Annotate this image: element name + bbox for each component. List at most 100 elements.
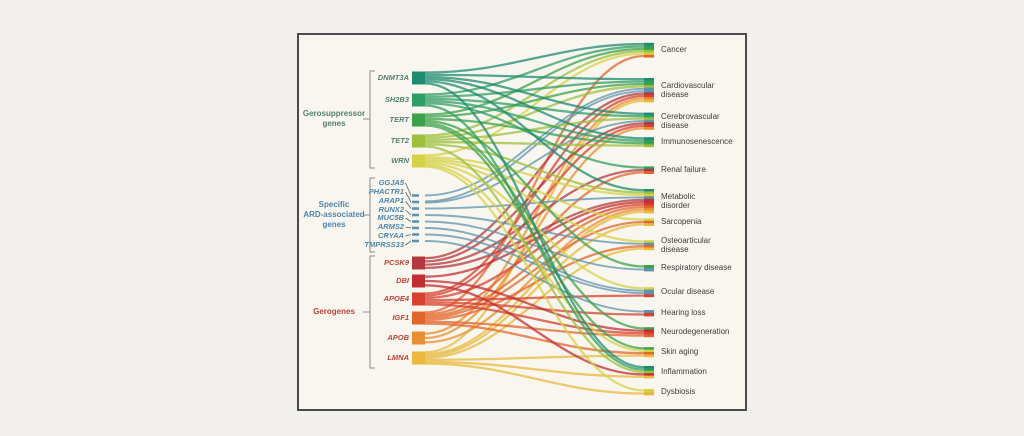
disease-node-segment-cerebrovascular bbox=[644, 112, 654, 116]
disease-node-segment-metabolic bbox=[644, 208, 654, 211]
group-bracket-gerogenes bbox=[369, 255, 375, 369]
disease-node-segment-neurodegeneration bbox=[644, 327, 654, 330]
disease-node-segment-ocular bbox=[644, 294, 654, 298]
disease-node-segment-cancer bbox=[644, 50, 654, 53]
link-apoe4-ocular bbox=[424, 294, 645, 302]
link-tet2-metabolic bbox=[424, 143, 645, 194]
disease-node-segment-ocular bbox=[644, 287, 654, 290]
gene-label-lmna: LMNA bbox=[387, 353, 409, 362]
link-dbi-inflammation bbox=[424, 284, 645, 376]
disease-node-segment-cerebrovascular bbox=[644, 117, 654, 121]
link-dnmt3a-immunosenescence bbox=[424, 77, 645, 140]
link-tmprss33-hearing-loss bbox=[424, 240, 645, 313]
disease-node-segment-renal-failure bbox=[644, 168, 654, 172]
disease-node-segment-metabolic bbox=[644, 189, 654, 192]
disease-node-segment-sarcopenia bbox=[644, 223, 654, 226]
link-pcsk9-renal-failure bbox=[424, 168, 645, 266]
link-apoe4-neurodegeneration bbox=[424, 303, 645, 335]
disease-node-segment-cardiovascular bbox=[644, 87, 654, 91]
gene-label-sh2b3: SH2B3 bbox=[384, 95, 409, 104]
disease-node-segment-metabolic bbox=[644, 203, 654, 207]
link-igf1-skin-aging bbox=[424, 322, 645, 355]
disease-node-segment-osteoarticular bbox=[644, 240, 654, 243]
disease-label-skin-aging: Skin aging bbox=[661, 347, 699, 357]
gene-node-tert bbox=[412, 113, 425, 127]
gene-node-apoe4 bbox=[412, 292, 425, 306]
gene-node-dbi bbox=[412, 274, 425, 288]
gene-node-arms2 bbox=[412, 226, 419, 230]
link-sh2b3-inflammation bbox=[424, 104, 645, 371]
disease-node-segment-renal-failure bbox=[644, 166, 654, 170]
link-cryaa-ocular bbox=[424, 233, 645, 295]
gene-label-muc5b: MUC5B bbox=[377, 213, 404, 222]
disease-node-segment-cardiovascular bbox=[644, 82, 654, 86]
disease-node-segment-immunosenescence bbox=[644, 144, 654, 148]
figure-frame: DNMT3A SH2B3 TERT TET2 WRN GGJA5 PHACTR1 ARAP1 R… bbox=[297, 33, 747, 411]
disease-node-segment-cerebrovascular bbox=[644, 127, 654, 130]
gene-label-dnmt3a: DNMT3A bbox=[377, 73, 409, 82]
link-wrn-sarcopenia bbox=[424, 157, 645, 221]
disease-label-cancer: Cancer bbox=[661, 45, 687, 55]
link-dnmt3a-cardiovascular bbox=[424, 73, 645, 81]
disease-node-segment-cardiovascular bbox=[644, 99, 654, 103]
link-wrn-metabolic bbox=[424, 156, 645, 197]
disease-node-segment-skin-aging bbox=[644, 349, 654, 353]
link-tet2-cerebrovascular bbox=[424, 117, 645, 142]
disease-node-segment-skin-aging bbox=[644, 347, 654, 350]
link-dnmt3a-cancer bbox=[424, 42, 645, 74]
gene-node-pcsk9 bbox=[412, 256, 425, 270]
link-ggja5-cardiovascular bbox=[424, 87, 645, 197]
link-phactr1-cerebrovascular bbox=[424, 120, 645, 204]
link-phactr1-cardiovascular bbox=[424, 90, 645, 203]
links-layer bbox=[424, 42, 645, 395]
disease-node-segment-dysbiosis bbox=[644, 392, 654, 396]
link-lmna-inflammation bbox=[424, 360, 645, 378]
gene-label-tmprss33: TMPRSS33 bbox=[364, 240, 404, 249]
link-apoe4-cerebrovascular bbox=[424, 124, 645, 297]
gene-node-arap1 bbox=[412, 207, 419, 210]
link-arap1-metabolic bbox=[424, 196, 645, 210]
link-wrn-dysbiosis bbox=[424, 165, 645, 392]
link-dnmt3a-inflammation bbox=[424, 82, 645, 369]
gene-node-wrn bbox=[412, 154, 425, 168]
disease-node-segment-cancer bbox=[644, 42, 654, 46]
disease-node-segment-ocular bbox=[644, 289, 654, 293]
link-tert-respiratory bbox=[424, 119, 645, 268]
link-sh2b3-immunosenescence bbox=[424, 99, 645, 142]
disease-node-segment-cardiovascular bbox=[644, 78, 654, 81]
disease-node-segment-metabolic bbox=[644, 198, 654, 202]
pointer-line-runx2 bbox=[405, 209, 412, 216]
disease-node-segment-cancer bbox=[644, 54, 654, 58]
gene-node-tet2 bbox=[412, 134, 425, 148]
pointer-line-phactr1 bbox=[405, 191, 412, 203]
link-tert-cancer bbox=[424, 47, 645, 116]
link-dnmt3a-cerebrovascular bbox=[424, 75, 645, 115]
disease-node-segment-cancer bbox=[644, 45, 654, 48]
gene-label-cryaa: CRYAA bbox=[378, 231, 404, 240]
disease-node-segment-metabolic bbox=[644, 196, 654, 199]
link-dbi-neurodegeneration bbox=[424, 279, 645, 332]
gene-node-lmna bbox=[412, 351, 425, 365]
link-lmna-sarcopenia bbox=[424, 223, 645, 358]
disease-node-segment-dysbiosis bbox=[644, 389, 654, 393]
gene-label-runx2: RUNX2 bbox=[378, 205, 404, 214]
gene-node-igf1 bbox=[412, 311, 425, 325]
disease-label-hearing-loss: Hearing loss bbox=[661, 308, 706, 318]
disease-node-segment-cardiovascular bbox=[644, 80, 654, 84]
disease-node-segment-cancer bbox=[644, 52, 654, 56]
link-apoe4-metabolic bbox=[424, 203, 645, 300]
gene-label-apoe4: APOE4 bbox=[383, 294, 409, 303]
disease-node-segment-inflammation bbox=[644, 368, 654, 372]
disease-node-segment-metabolic bbox=[644, 205, 654, 209]
gene-label-tert: TERT bbox=[389, 115, 409, 124]
pointer-line-arms2 bbox=[405, 226, 412, 229]
gene-node-sh2b3 bbox=[412, 93, 425, 107]
gene-label-igf1: IGF1 bbox=[392, 313, 409, 322]
disease-label-ocular: Ocular disease bbox=[661, 287, 715, 297]
link-lmna-dysbiosis bbox=[424, 362, 645, 395]
disease-label-cerebrovascular: Cerebrovascular disease bbox=[661, 111, 720, 131]
disease-node-segment-inflammation bbox=[644, 373, 654, 376]
disease-label-renal-failure: Renal failure bbox=[661, 165, 706, 175]
link-dnmt3a-metabolic bbox=[424, 80, 645, 192]
link-runx2-osteoarticular bbox=[424, 214, 645, 245]
